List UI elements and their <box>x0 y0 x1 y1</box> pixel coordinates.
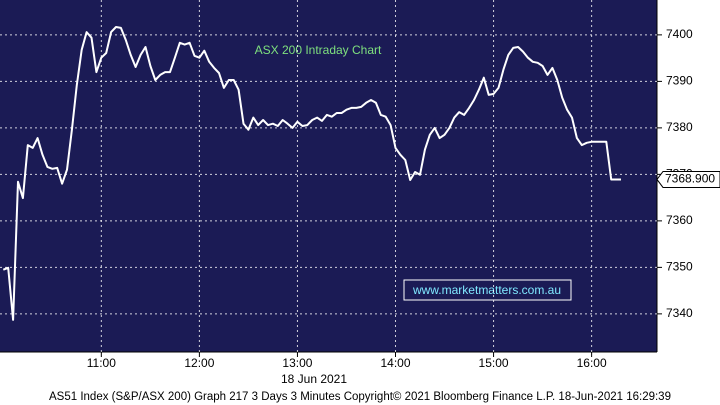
x-tick-label: 12:00 <box>184 356 214 370</box>
price-line <box>2 26 621 321</box>
x-tick-label: 14:00 <box>380 356 410 370</box>
y-tick-label: 7360 <box>666 213 693 227</box>
last-value-tag <box>656 170 720 188</box>
x-tick-label: 16:00 <box>577 356 607 370</box>
x-sublabel: 18 Jun 2021 <box>281 372 347 386</box>
x-tick-label: 15:00 <box>479 356 509 370</box>
y-tick-label: 7390 <box>666 74 693 88</box>
y-tick-label: 7340 <box>666 306 693 320</box>
chart-title: ASX 200 Intraday Chart <box>255 43 382 57</box>
y-tick-label: 7380 <box>666 120 693 134</box>
watermark: www.marketmatters.com.au <box>412 283 561 297</box>
footer: AS51 Index (S&P/ASX 200) Graph 217 3 Day… <box>49 391 671 403</box>
x-tick-label: 11:00 <box>87 356 116 370</box>
y-tick-label: 7350 <box>666 260 693 274</box>
x-tick-label: 13:00 <box>282 356 312 370</box>
watermark-box <box>403 279 572 301</box>
last-value-label: 7368.900 <box>665 172 715 186</box>
y-tick-label: 7400 <box>666 27 693 41</box>
